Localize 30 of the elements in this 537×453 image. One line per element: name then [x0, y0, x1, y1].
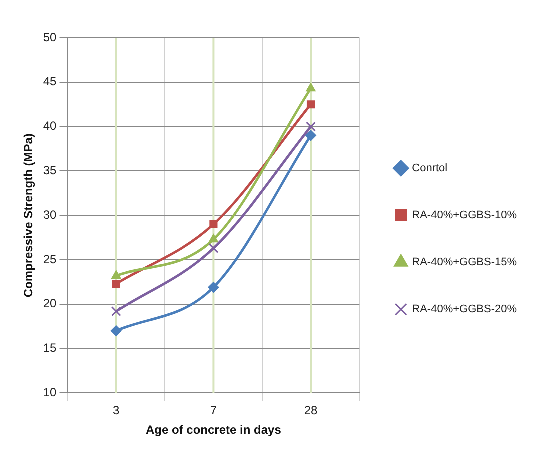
legend-label: RA-40%+GGBS-10%	[412, 210, 518, 222]
legend-label: Conrtol	[412, 162, 448, 175]
y-tick-label: 40	[43, 119, 58, 134]
point	[210, 220, 218, 229]
point	[306, 130, 316, 142]
x-tick-label: 7	[210, 404, 218, 418]
point	[306, 100, 316, 109]
y-tick-label: 20	[43, 296, 58, 311]
point	[110, 326, 122, 337]
legend-label: RA-40%+GGBS-15%	[412, 256, 518, 269]
y-tick-label: 35	[43, 164, 58, 178]
y-tick-label: 45	[43, 74, 58, 89]
y-axis-title: Compressive Strength (MPa)	[22, 134, 36, 298]
point	[208, 234, 219, 243]
x-axis-title: Age of concrete in days	[146, 423, 282, 438]
point	[208, 243, 219, 254]
y-tick-label: 25	[43, 252, 58, 266]
point	[111, 306, 122, 316]
point	[208, 282, 220, 294]
x-tick-label: 28	[304, 404, 318, 418]
point	[112, 280, 120, 288]
point	[112, 270, 122, 279]
y-tick-label: 30	[43, 208, 58, 222]
x-tick-label: 3	[113, 404, 120, 418]
y-tick-label: 10	[43, 386, 58, 400]
y-tick-label: 15	[43, 341, 58, 356]
point	[306, 83, 316, 92]
point	[306, 122, 316, 132]
legend-label: RA-40%+GGBS-20%	[412, 304, 518, 316]
y-tick-label: 50	[43, 30, 58, 44]
